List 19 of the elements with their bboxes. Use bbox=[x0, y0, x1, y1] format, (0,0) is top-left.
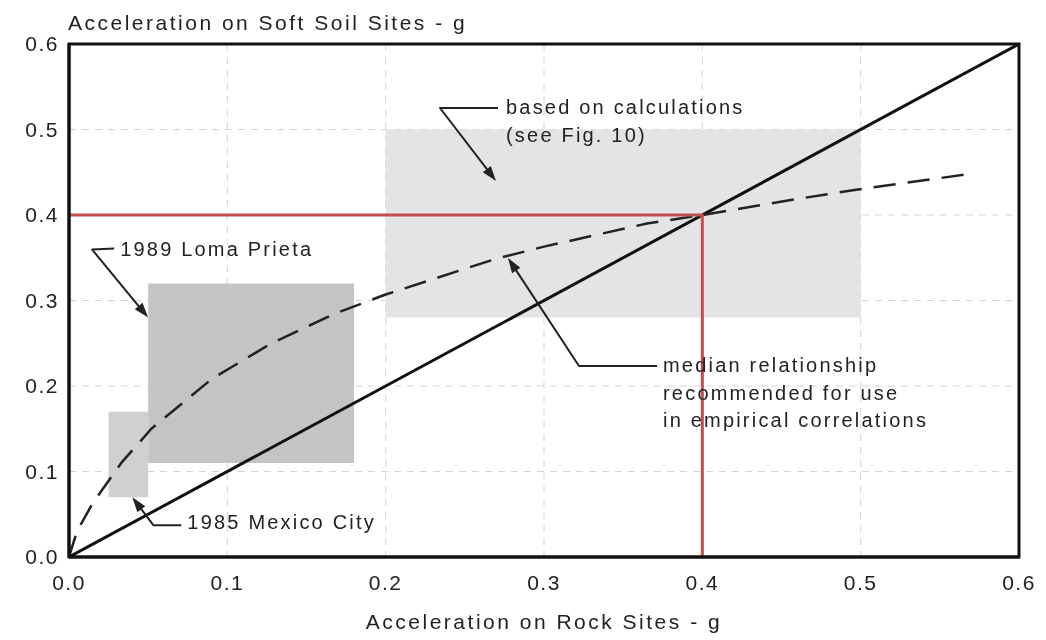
y-axis-title: Acceleration on Soft Soil Sites - g bbox=[68, 10, 468, 34]
annotation: 1989 Loma Prieta bbox=[120, 237, 314, 260]
x-tick-label: 0.2 bbox=[368, 570, 403, 594]
x-tick-label: 0.1 bbox=[210, 570, 245, 594]
x-tick-label: 0.3 bbox=[527, 570, 561, 594]
y-tick-label: 0.3 bbox=[25, 288, 59, 312]
x-axis-title: Acceleration on Rock Sites - g bbox=[365, 609, 723, 633]
x-tick-label: 0.4 bbox=[685, 570, 720, 594]
annotation: 1985 Mexico City bbox=[187, 511, 376, 534]
y-tick-label: 0.4 bbox=[25, 203, 59, 227]
y-tick-label: 0.5 bbox=[25, 117, 59, 141]
y-tick-label: 0.2 bbox=[25, 374, 59, 398]
annotation: based on calculations (see Fig. 10) bbox=[506, 96, 745, 146]
y-tick-label: 0.1 bbox=[25, 459, 59, 483]
y-tick-label: 0.6 bbox=[25, 32, 59, 56]
x-tick-label: 0.6 bbox=[1002, 570, 1036, 594]
y-tick-label: 0.0 bbox=[25, 545, 59, 569]
x-tick-label: 0.0 bbox=[52, 570, 86, 594]
x-tick-label: 0.5 bbox=[843, 570, 878, 594]
